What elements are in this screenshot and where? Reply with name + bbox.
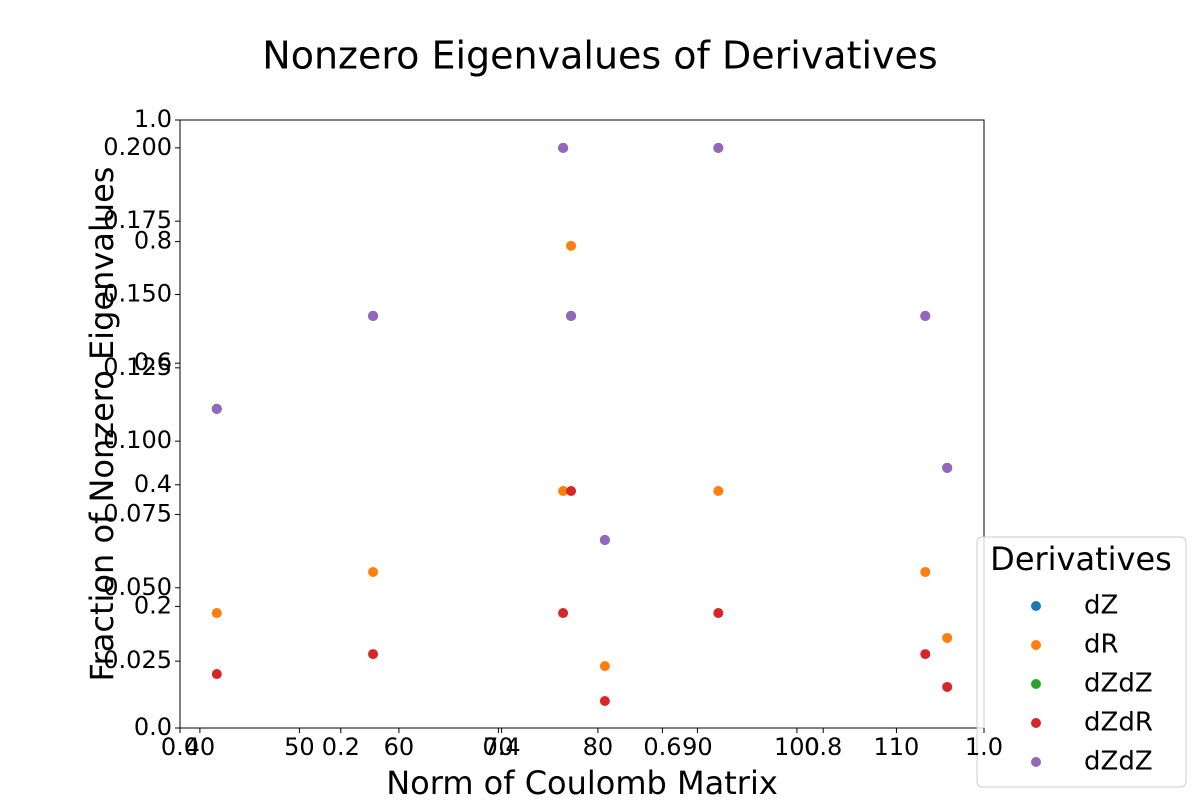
point — [566, 486, 577, 497]
y-axis-label: Fraction of Nonzero Eigenvalues — [83, 167, 121, 682]
y-tick-label: 0.2 — [134, 591, 172, 619]
point — [211, 403, 222, 414]
point — [713, 486, 724, 497]
point — [368, 310, 379, 321]
x-axis-label: Norm of Coulomb Matrix — [386, 764, 778, 800]
x-tick-label: 0.6 — [643, 733, 681, 761]
legend-label: dR — [1084, 630, 1119, 660]
chart-title: Nonzero Eigenvalues of Derivatives — [262, 34, 937, 78]
x-tick-label: 90 — [682, 733, 713, 761]
point — [599, 534, 610, 545]
y-tick-label: 0.100 — [103, 426, 172, 454]
x-tick-label: 0.2 — [322, 733, 360, 761]
point — [566, 240, 577, 251]
x-tick-label: 0.4 — [483, 733, 521, 761]
point — [558, 486, 569, 497]
y-tick-label: 0.175 — [103, 206, 172, 234]
y-tick-label: 1.0 — [134, 105, 172, 133]
legend-marker — [1031, 640, 1041, 650]
legend-marker — [1031, 679, 1041, 689]
point — [920, 649, 931, 660]
y-tick-label: 0.075 — [103, 499, 172, 527]
x-tick-label: 1.0 — [965, 733, 1003, 761]
y-tick-label: 0.025 — [103, 646, 172, 674]
point — [558, 142, 569, 153]
x-tick-label: 0.0 — [161, 733, 199, 761]
point — [599, 661, 610, 672]
point — [920, 310, 931, 321]
point — [599, 696, 610, 707]
point — [713, 608, 724, 619]
legend-label: dZ — [1084, 591, 1118, 621]
point — [558, 608, 569, 619]
plot-frame — [179, 119, 985, 729]
point — [211, 669, 222, 680]
x-tick-label: 0.8 — [804, 733, 842, 761]
legend-label: dZdR — [1084, 708, 1153, 738]
x-tick-label: 80 — [583, 733, 614, 761]
point — [211, 608, 222, 619]
y-tick-label: 0.4 — [134, 470, 172, 498]
point — [368, 566, 379, 577]
x-tick-label: 40 — [185, 733, 216, 761]
point — [566, 310, 577, 321]
point — [942, 681, 953, 692]
legend-title: Derivatives — [990, 540, 1172, 578]
y-tick-label: 0.200 — [103, 133, 172, 161]
y-tick-label: 0.0 — [134, 713, 172, 741]
legend-label: dZdZ — [1084, 747, 1153, 777]
x-tick-label: 50 — [284, 733, 315, 761]
y-tick-label: 0.050 — [103, 573, 172, 601]
y-tick-label: 0.8 — [134, 227, 172, 255]
legend-label: dZdZ — [1084, 669, 1153, 699]
point — [368, 649, 379, 660]
y-tick-label: 0.6 — [134, 348, 172, 376]
x-tick-label: 60 — [384, 733, 415, 761]
legend-marker — [1031, 601, 1041, 611]
point — [920, 566, 931, 577]
x-tick-label: 110 — [874, 733, 920, 761]
point — [713, 142, 724, 153]
legend-marker — [1031, 718, 1041, 728]
x-tick-label: 70 — [483, 733, 514, 761]
legend-marker — [1031, 757, 1041, 767]
point — [942, 462, 953, 473]
x-tick-label: 100 — [774, 733, 820, 761]
point — [942, 632, 953, 643]
y-tick-label: 0.125 — [103, 353, 172, 381]
legend-box — [976, 536, 1187, 788]
y-tick-label: 0.150 — [103, 280, 172, 308]
